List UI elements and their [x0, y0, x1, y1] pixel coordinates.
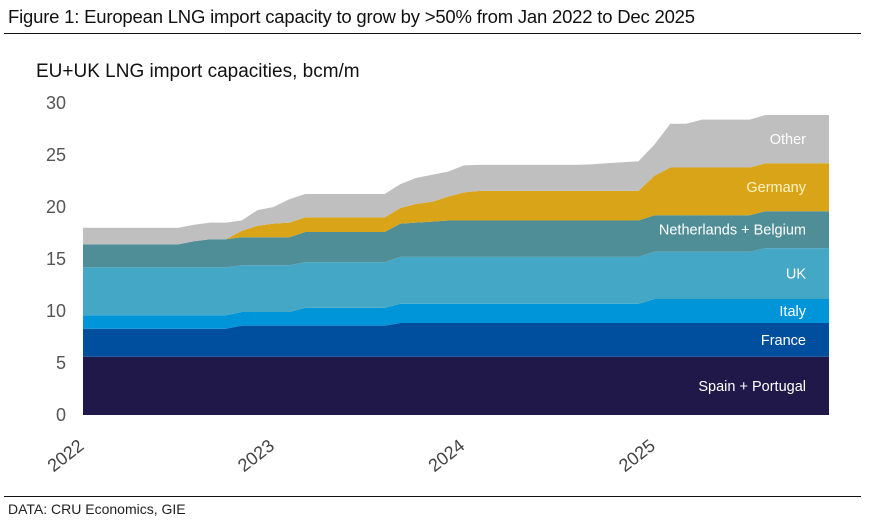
series-label-spain-portugal: Spain + Portugal	[698, 379, 806, 395]
x-tick-label: 2025	[615, 435, 659, 475]
area-netherlands-belgium	[83, 211, 829, 268]
x-tick-label: 2024	[425, 435, 469, 475]
chart-subtitle: EU+UK LNG import capacities, bcm/m	[36, 61, 360, 82]
y-tick-label: 0	[56, 405, 66, 425]
source-rule	[4, 496, 861, 497]
series-label-france: France	[761, 333, 806, 349]
area-uk	[83, 248, 829, 316]
y-tick-label: 25	[46, 145, 66, 165]
area-germany	[83, 163, 829, 245]
series-areas	[83, 115, 829, 415]
x-tick-label: 2022	[44, 435, 88, 475]
series-label-uk: UK	[786, 267, 806, 283]
area-france	[83, 323, 829, 357]
x-axis-ticks: 2022 2023 2024 2025	[44, 435, 659, 475]
series-label-italy: Italy	[779, 304, 806, 320]
y-tick-label: 5	[56, 353, 66, 373]
series-label-other: Other	[770, 132, 806, 148]
series-label-germany: Germany	[746, 180, 806, 196]
y-axis-ticks: 0 5 10 15 20 25 30	[46, 93, 66, 425]
series-labels: Spain + Portugal France Italy UK Netherlands…	[659, 132, 807, 395]
x-tick-label: 2023	[234, 435, 278, 475]
area-italy	[83, 299, 829, 329]
area-other	[83, 115, 829, 245]
series-label-netherlands-belgium: Netherlands + Belgium	[659, 223, 806, 239]
y-tick-label: 15	[46, 249, 66, 269]
y-tick-label: 30	[46, 93, 66, 113]
area-spain-portugal	[83, 356, 829, 415]
y-tick-label: 10	[46, 301, 66, 321]
y-tick-label: 20	[46, 197, 66, 217]
data-source: DATA: CRU Economics, GIE	[8, 501, 186, 517]
figure-title: Figure 1: European LNG import capacity t…	[8, 6, 695, 27]
title-rule	[4, 33, 861, 34]
